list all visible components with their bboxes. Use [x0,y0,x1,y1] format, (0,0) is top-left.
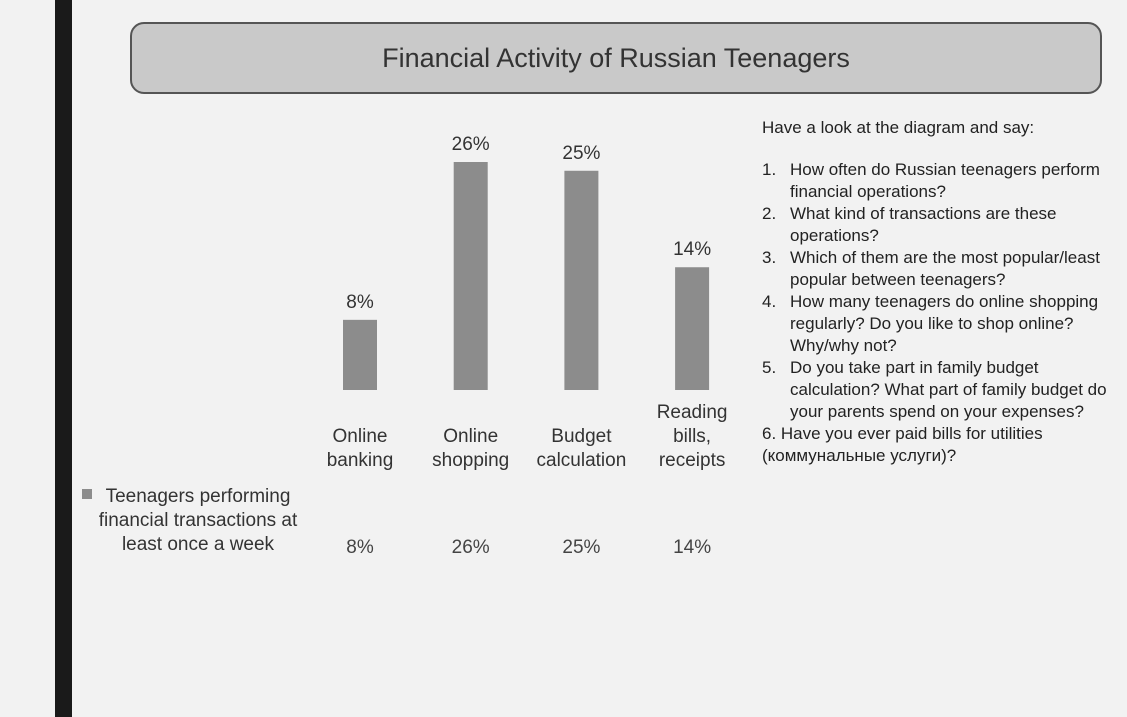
series-name: Teenagers performing financial transacti… [98,486,298,555]
left-bar [55,0,72,717]
question-number: 2. [762,204,777,223]
value-label: 14% [673,239,711,260]
question: 5. Do you take part in family budget calc… [762,357,1122,423]
chart-title: Financial Activity of Russian Teenagers [130,22,1102,94]
table-value: 25% [562,537,601,558]
bar [675,267,710,390]
x-tick-label: Online shopping [432,426,510,471]
intro: Have a look at the diagram and say: [762,118,1035,137]
table-value: 26% [451,537,490,558]
question: 4. How many teenagers do online shopping … [762,291,1122,357]
table-value: 8% [346,537,374,558]
question-number: 3. [762,248,777,267]
x-tick-label: Budget calculation [536,426,627,471]
value-label: 8% [346,292,374,313]
bar [564,170,599,390]
question-text: Which of them are the most popular/least… [790,248,1100,289]
question-text: How many teenagers do online shopping re… [790,292,1099,355]
legend-marker [82,489,92,499]
question-list: 1. How often do Russian teenagers perform… [762,159,1122,423]
value-label: 25% [562,143,600,164]
questions-panel: Have a look at the diagram and say: 1. Ho… [762,117,1122,467]
question: 2. What kind of transactions are these op… [762,203,1122,247]
bar [343,319,377,390]
question-text: How often do Russian teenagers perform f… [790,160,1100,201]
value-label: 26% [452,134,490,155]
bar [453,162,488,390]
question-number: 4. [762,292,777,311]
x-tick-label: Online banking [326,426,394,471]
table-value: 14% [673,537,712,558]
question-text: What kind of transactions are these oper… [790,204,1057,245]
question: 1. How often do Russian teenagers perform… [762,159,1122,203]
question-number: 5. [762,358,777,377]
question: 3. Which of them are the most popular/lea… [762,247,1122,291]
last-question: 6. Have you ever paid bills for utilitie… [762,424,1043,465]
question-number: 1. [762,160,777,179]
x-tick-label: Reading bills, receipts [656,402,728,471]
question-text: Do you take part in family budget calcul… [790,358,1107,421]
